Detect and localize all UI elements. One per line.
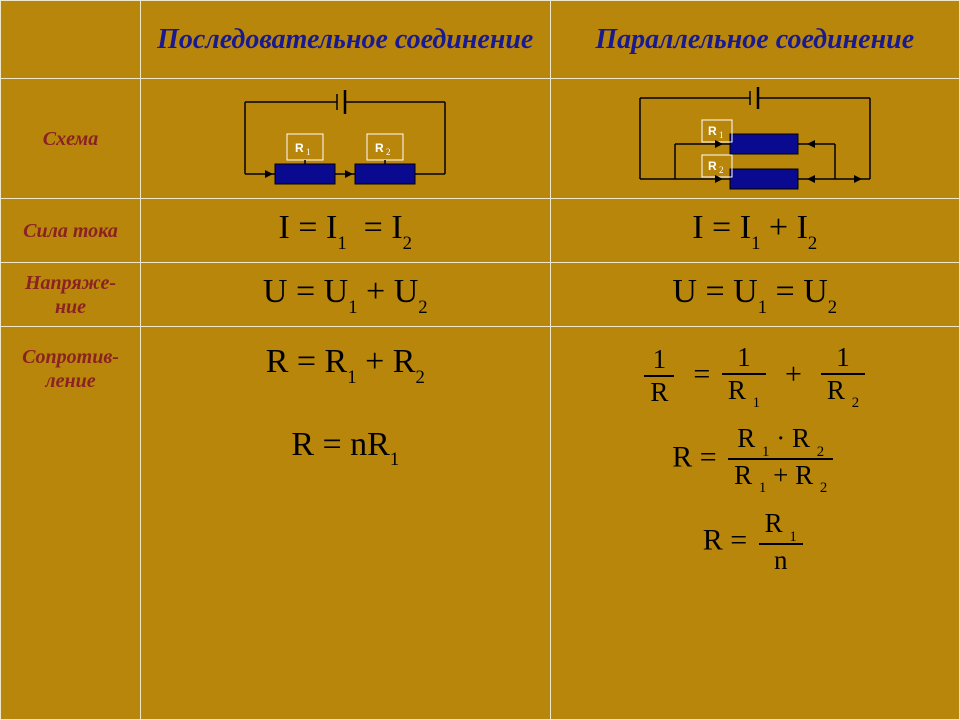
row-resistance: Сопротив-ление R = R1 + R2 R = nR1 1R = … bbox=[1, 327, 960, 720]
series-resistance-cell: R = R1 + R2 R = nR1 bbox=[141, 327, 551, 720]
series-resistance-formula-2: R = nR1 bbox=[291, 426, 399, 469]
series-current-formula: I = I1 = I2 bbox=[278, 209, 412, 246]
parallel-circuit-diagram: R1 R2 bbox=[610, 84, 900, 194]
header-row: Последовательное соединение Параллельное… bbox=[1, 1, 960, 79]
label-resistance: Сопротив-ление bbox=[1, 327, 141, 720]
parallel-voltage-cell: U = U1 = U2 bbox=[550, 263, 960, 327]
label-current: Сила тока bbox=[1, 199, 141, 263]
series-schema-cell: R1 R2 bbox=[141, 79, 551, 199]
svg-text:2: 2 bbox=[719, 165, 724, 175]
parallel-resistance-cell: 1R = 1R 1 + 1R 2 R = R 1 · R 2R 1 + R 2 … bbox=[550, 327, 960, 720]
series-voltage-formula: U = U1 + U2 bbox=[263, 273, 428, 310]
row-current: Сила тока I = I1 = I2 I = I1 + I2 bbox=[1, 199, 960, 263]
series-voltage-cell: U = U1 + U2 bbox=[141, 263, 551, 327]
svg-text:1: 1 bbox=[306, 147, 311, 157]
parallel-current-formula: I = I1 + I2 bbox=[692, 209, 817, 246]
comparison-table: Последовательное соединение Параллельное… bbox=[0, 0, 960, 720]
svg-text:R: R bbox=[295, 141, 304, 155]
header-parallel: Параллельное соединение bbox=[550, 1, 960, 79]
corner-cell bbox=[1, 1, 141, 79]
parallel-resistance-formula-3: R = R 1n bbox=[703, 509, 807, 576]
parallel-schema-cell: R1 R2 bbox=[550, 79, 960, 199]
parallel-voltage-formula: U = U1 = U2 bbox=[672, 273, 837, 310]
series-circuit-diagram: R1 R2 bbox=[215, 84, 475, 194]
row-voltage: Напряже-ние U = U1 + U2 U = U1 = U2 bbox=[1, 263, 960, 327]
svg-text:2: 2 bbox=[386, 147, 391, 157]
parallel-current-cell: I = I1 + I2 bbox=[550, 199, 960, 263]
svg-text:R: R bbox=[708, 124, 717, 138]
parallel-resistance-formula-1: 1R = 1R 1 + 1R 2 bbox=[640, 343, 869, 410]
parallel-resistance-formula-2: R = R 1 · R 2R 1 + R 2 bbox=[672, 424, 837, 495]
series-current-cell: I = I1 = I2 bbox=[141, 199, 551, 263]
label-schema: Схема bbox=[1, 79, 141, 199]
svg-text:R: R bbox=[708, 159, 717, 173]
svg-text:R: R bbox=[375, 141, 384, 155]
svg-text:1: 1 bbox=[719, 130, 724, 140]
row-schema: Схема R1 bbox=[1, 79, 960, 199]
header-series: Последовательное соединение bbox=[141, 1, 551, 79]
label-voltage: Напряже-ние bbox=[1, 263, 141, 327]
series-resistance-formula-1: R = R1 + R2 bbox=[266, 343, 425, 386]
